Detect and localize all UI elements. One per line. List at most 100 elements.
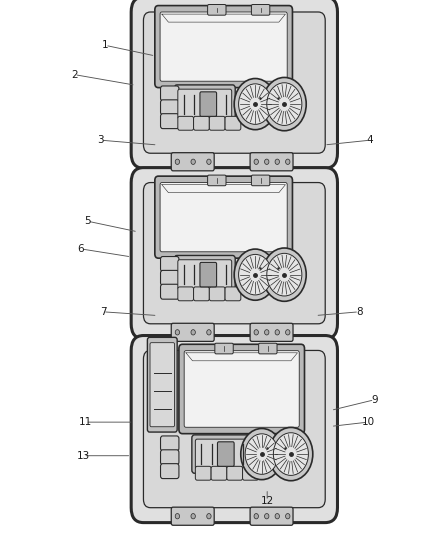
Circle shape bbox=[191, 159, 195, 165]
FancyBboxPatch shape bbox=[178, 260, 232, 289]
FancyBboxPatch shape bbox=[178, 287, 194, 301]
Circle shape bbox=[241, 429, 283, 480]
FancyBboxPatch shape bbox=[225, 116, 241, 130]
FancyBboxPatch shape bbox=[160, 86, 179, 101]
FancyBboxPatch shape bbox=[174, 255, 235, 294]
FancyBboxPatch shape bbox=[225, 287, 241, 301]
Circle shape bbox=[273, 433, 308, 475]
Circle shape bbox=[239, 84, 272, 124]
Circle shape bbox=[286, 514, 290, 519]
FancyBboxPatch shape bbox=[251, 175, 270, 185]
FancyBboxPatch shape bbox=[160, 464, 179, 479]
Text: 3: 3 bbox=[97, 135, 104, 145]
Text: 9: 9 bbox=[371, 395, 378, 405]
FancyBboxPatch shape bbox=[147, 337, 177, 432]
FancyBboxPatch shape bbox=[217, 442, 234, 466]
FancyBboxPatch shape bbox=[211, 466, 227, 480]
FancyBboxPatch shape bbox=[174, 85, 235, 123]
FancyBboxPatch shape bbox=[208, 175, 226, 185]
Circle shape bbox=[262, 77, 306, 131]
FancyBboxPatch shape bbox=[171, 323, 214, 342]
Circle shape bbox=[265, 159, 269, 165]
FancyBboxPatch shape bbox=[250, 507, 293, 526]
Circle shape bbox=[286, 329, 290, 335]
FancyBboxPatch shape bbox=[160, 114, 179, 128]
FancyBboxPatch shape bbox=[208, 4, 226, 15]
Circle shape bbox=[267, 253, 302, 296]
Circle shape bbox=[245, 434, 279, 474]
Circle shape bbox=[275, 514, 279, 519]
FancyBboxPatch shape bbox=[160, 256, 179, 271]
FancyBboxPatch shape bbox=[160, 270, 179, 285]
FancyBboxPatch shape bbox=[160, 182, 287, 252]
FancyBboxPatch shape bbox=[258, 343, 277, 354]
FancyBboxPatch shape bbox=[200, 262, 216, 287]
Circle shape bbox=[175, 329, 180, 335]
FancyBboxPatch shape bbox=[250, 323, 293, 342]
FancyBboxPatch shape bbox=[227, 466, 243, 480]
FancyBboxPatch shape bbox=[251, 4, 270, 15]
Circle shape bbox=[265, 329, 269, 335]
FancyBboxPatch shape bbox=[178, 89, 232, 119]
FancyBboxPatch shape bbox=[155, 5, 293, 87]
FancyBboxPatch shape bbox=[200, 92, 216, 116]
FancyBboxPatch shape bbox=[194, 116, 209, 130]
Circle shape bbox=[275, 329, 279, 335]
FancyBboxPatch shape bbox=[143, 351, 325, 507]
FancyBboxPatch shape bbox=[131, 167, 337, 339]
Text: 6: 6 bbox=[78, 244, 85, 254]
Circle shape bbox=[275, 159, 279, 165]
FancyBboxPatch shape bbox=[160, 450, 179, 465]
FancyBboxPatch shape bbox=[160, 436, 179, 451]
FancyBboxPatch shape bbox=[131, 336, 337, 522]
Circle shape bbox=[234, 78, 276, 130]
FancyBboxPatch shape bbox=[192, 435, 253, 473]
Text: 12: 12 bbox=[261, 496, 274, 506]
Circle shape bbox=[254, 159, 258, 165]
Circle shape bbox=[207, 514, 211, 519]
FancyBboxPatch shape bbox=[143, 12, 325, 154]
Text: A: A bbox=[258, 241, 261, 246]
FancyBboxPatch shape bbox=[131, 0, 337, 168]
Circle shape bbox=[265, 514, 269, 519]
Circle shape bbox=[286, 159, 290, 165]
FancyBboxPatch shape bbox=[155, 176, 293, 258]
Text: 1: 1 bbox=[102, 41, 109, 50]
FancyBboxPatch shape bbox=[171, 507, 214, 526]
FancyBboxPatch shape bbox=[243, 466, 258, 480]
Circle shape bbox=[207, 159, 211, 165]
Circle shape bbox=[254, 329, 258, 335]
FancyBboxPatch shape bbox=[150, 343, 174, 427]
FancyBboxPatch shape bbox=[179, 344, 304, 434]
FancyBboxPatch shape bbox=[171, 153, 214, 171]
FancyBboxPatch shape bbox=[178, 116, 194, 130]
Circle shape bbox=[254, 514, 258, 519]
Circle shape bbox=[269, 427, 313, 481]
FancyBboxPatch shape bbox=[160, 284, 179, 299]
Circle shape bbox=[267, 83, 302, 125]
Circle shape bbox=[191, 514, 195, 519]
FancyBboxPatch shape bbox=[194, 287, 209, 301]
FancyBboxPatch shape bbox=[215, 343, 233, 354]
Circle shape bbox=[262, 248, 306, 301]
Text: A: A bbox=[258, 70, 261, 75]
FancyBboxPatch shape bbox=[184, 351, 299, 427]
Circle shape bbox=[239, 254, 272, 295]
FancyBboxPatch shape bbox=[160, 12, 287, 81]
Circle shape bbox=[234, 249, 276, 300]
Text: 8: 8 bbox=[356, 307, 363, 317]
FancyBboxPatch shape bbox=[209, 116, 225, 130]
FancyBboxPatch shape bbox=[195, 439, 249, 469]
Text: 4: 4 bbox=[367, 135, 374, 145]
Circle shape bbox=[175, 159, 180, 165]
Circle shape bbox=[191, 329, 195, 335]
Text: 7: 7 bbox=[99, 307, 106, 317]
Text: 2: 2 bbox=[71, 70, 78, 79]
Circle shape bbox=[175, 514, 180, 519]
Text: 11: 11 bbox=[79, 417, 92, 427]
Circle shape bbox=[207, 329, 211, 335]
Text: A: A bbox=[265, 420, 268, 425]
Text: 5: 5 bbox=[84, 216, 91, 226]
FancyBboxPatch shape bbox=[143, 182, 325, 324]
FancyBboxPatch shape bbox=[195, 466, 211, 480]
